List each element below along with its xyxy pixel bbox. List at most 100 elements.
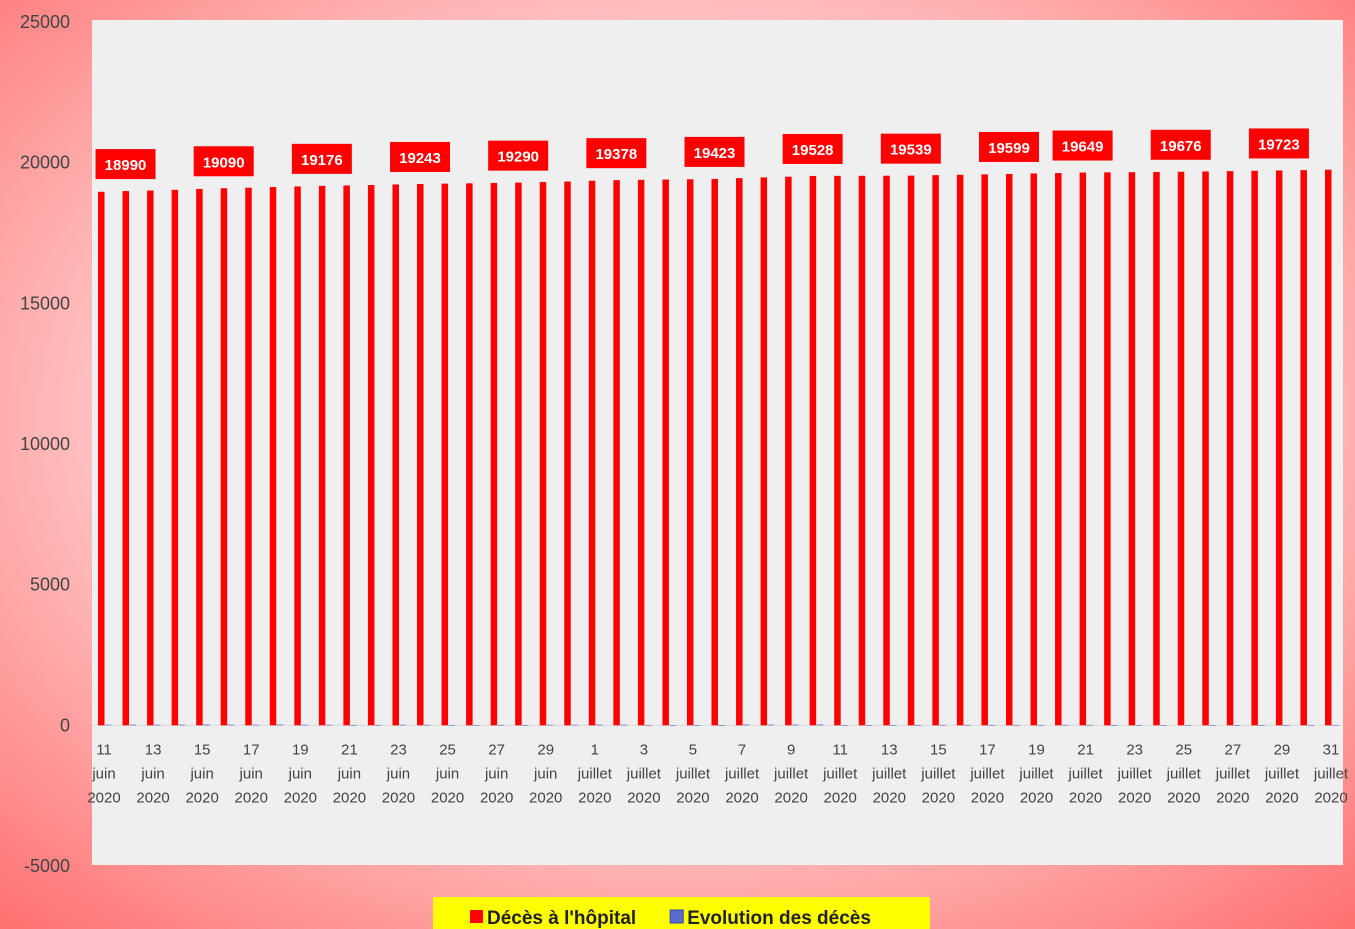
- y-tick-label: 5000: [30, 575, 70, 595]
- bar: [1135, 725, 1143, 726]
- bar: [1055, 173, 1062, 726]
- x-tick-label: 19 juillet 2020: [1018, 741, 1054, 806]
- x-tick-label: 27 juin 2020: [480, 741, 513, 806]
- bar: [196, 188, 203, 726]
- legend-swatch: [470, 910, 483, 923]
- data-label: 19649: [1062, 139, 1104, 156]
- bar: [907, 175, 915, 726]
- bar: [711, 178, 718, 726]
- x-tick-label: 15 juillet 2020: [920, 741, 956, 806]
- data-label: 19528: [792, 142, 834, 159]
- bar: [914, 725, 922, 726]
- bar: [1037, 724, 1045, 726]
- x-tick-label: 21 juillet 2020: [1068, 741, 1104, 806]
- bar: [522, 725, 529, 726]
- bar: [669, 725, 676, 726]
- data-label: 19176: [301, 152, 343, 169]
- bar: [1062, 724, 1069, 726]
- x-tick-label: 27 juillet 2020: [1215, 741, 1251, 806]
- bar: [1202, 171, 1209, 726]
- y-tick-label: 20000: [20, 153, 70, 173]
- bar: [571, 724, 578, 726]
- bar: [325, 724, 333, 726]
- bar: [1104, 172, 1111, 726]
- bar: [644, 724, 652, 726]
- bar: [809, 175, 817, 726]
- data-label: 19539: [890, 142, 932, 159]
- x-tick-label: 3 juillet 2020: [626, 741, 662, 806]
- x-tick-label: 15 juin 2020: [185, 741, 218, 806]
- bar: [718, 724, 725, 726]
- data-label: 19723: [1258, 136, 1300, 153]
- data-label-box: [95, 149, 156, 180]
- bar: [1184, 725, 1192, 726]
- y-tick-label: 0: [60, 715, 70, 735]
- bar: [981, 174, 988, 726]
- bar: [227, 724, 235, 726]
- x-tick-label: 19 juin 2020: [284, 741, 317, 806]
- bar: [816, 724, 824, 726]
- bar: [736, 178, 743, 726]
- bar: [245, 187, 252, 726]
- y-tick-label: 25000: [20, 12, 70, 32]
- data-label-box: [586, 138, 647, 169]
- bar: [98, 191, 105, 726]
- bar: [1030, 173, 1038, 726]
- x-tick-label: 23 juin 2020: [382, 741, 415, 806]
- bar: [539, 182, 547, 726]
- data-label-box: [390, 141, 451, 172]
- bar: [448, 724, 456, 726]
- bar: [1258, 724, 1265, 726]
- bar: [1332, 724, 1339, 726]
- bar: [171, 189, 179, 726]
- y-tick-label: -5000: [24, 856, 70, 876]
- x-tick-label: 29 juillet 2020: [1264, 741, 1300, 806]
- bar: [890, 725, 897, 726]
- data-label: 19243: [399, 150, 441, 167]
- x-tick-label: 7 juillet 2020: [724, 741, 760, 806]
- bar: [178, 724, 186, 726]
- bar: [497, 724, 505, 726]
- bar: [1128, 172, 1136, 726]
- bar: [269, 187, 277, 726]
- bar: [276, 724, 284, 726]
- data-label-box: [880, 133, 941, 164]
- bar: [1325, 169, 1332, 726]
- x-tick-label: 5 juillet 2020: [675, 741, 711, 806]
- bar: [743, 724, 750, 726]
- bar: [367, 185, 375, 726]
- bar: [392, 184, 399, 726]
- bar: [588, 180, 596, 726]
- bar: [693, 725, 701, 726]
- bar: [988, 724, 995, 726]
- data-label-box: [1150, 129, 1211, 160]
- x-tick-label: 25 juin 2020: [431, 741, 464, 806]
- bar: [564, 181, 571, 726]
- bar: [1086, 724, 1094, 726]
- bar: [441, 183, 449, 726]
- bar: [1300, 170, 1307, 726]
- bar: [343, 185, 350, 726]
- x-tick-label: 29 juin 2020: [529, 741, 562, 806]
- bar: [637, 179, 645, 726]
- data-label-box: [488, 140, 549, 171]
- data-label: 19090: [203, 154, 245, 171]
- bar: [834, 175, 841, 726]
- bar: [1160, 725, 1167, 726]
- bar: [220, 188, 228, 726]
- legend-label: Décès à l'hôpital: [487, 908, 636, 929]
- bar: [1275, 170, 1283, 726]
- bar: [1307, 724, 1314, 726]
- bar: [294, 186, 301, 726]
- bar: [466, 183, 473, 726]
- bar: [963, 724, 971, 726]
- bar: [350, 724, 357, 726]
- data-label-box: [291, 143, 352, 174]
- bar: [932, 175, 939, 726]
- bar: [318, 185, 326, 726]
- bar: [1111, 725, 1118, 726]
- x-tick-label: 13 juillet 2020: [871, 741, 907, 806]
- bar: [546, 724, 554, 726]
- x-tick-label: 31 juillet 2020: [1313, 741, 1349, 806]
